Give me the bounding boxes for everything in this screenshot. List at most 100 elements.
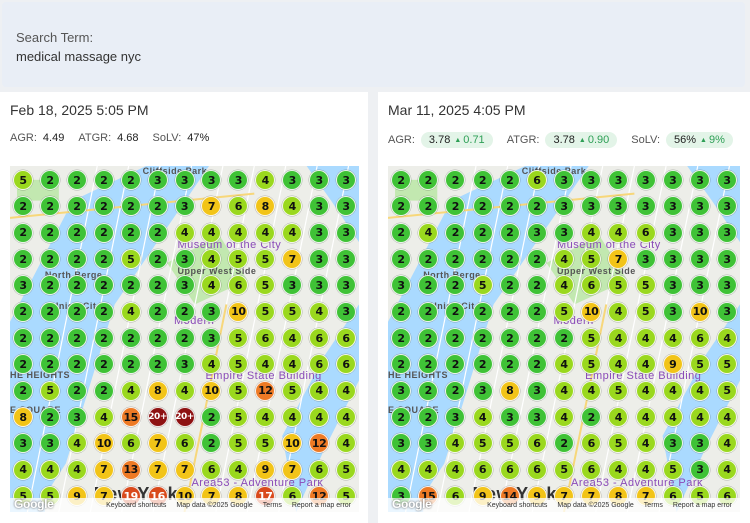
rank-pin[interactable]: 3 <box>662 170 683 190</box>
rank-pin[interactable]: 6 <box>526 459 547 480</box>
rank-pin[interactable]: 2 <box>13 222 33 243</box>
terms-link[interactable]: Terms <box>262 501 282 509</box>
rank-pin[interactable]: 2 <box>66 222 87 243</box>
rank-pin[interactable]: 3 <box>309 222 330 243</box>
rank-pin[interactable]: 5 <box>635 301 656 322</box>
rank-pin[interactable]: 8 <box>13 407 33 427</box>
rank-pin[interactable]: 4 <box>472 407 493 427</box>
rank-pin[interactable]: 2 <box>147 354 168 375</box>
rank-pin[interactable]: 6 <box>228 275 249 296</box>
rank-pin[interactable]: 6 <box>526 433 547 454</box>
rank-pin[interactable]: 2 <box>174 328 195 348</box>
rank-pin[interactable]: 5 <box>554 301 574 322</box>
rank-pin[interactable]: 7 <box>93 459 114 480</box>
rank-pin[interactable]: 7 <box>147 433 168 454</box>
rank-pin[interactable]: 4 <box>174 380 195 401</box>
rank-pin[interactable]: 4 <box>309 407 330 427</box>
rank-pin[interactable]: 7 <box>282 249 303 269</box>
rank-pin[interactable]: 4 <box>608 354 629 375</box>
rank-pin[interactable]: 3 <box>554 196 574 217</box>
rank-pin[interactable]: 2 <box>93 275 114 296</box>
rank-pin[interactable]: 2 <box>13 380 33 401</box>
rank-pin[interactable]: 4 <box>554 354 574 375</box>
rank-pin[interactable]: 6 <box>336 354 356 375</box>
rank-pin[interactable]: 4 <box>255 170 276 190</box>
rank-pin[interactable]: 5 <box>282 301 303 322</box>
rank-pin[interactable]: 2 <box>391 328 411 348</box>
rank-pin[interactable]: 2 <box>526 275 547 296</box>
rank-pin[interactable]: 5 <box>255 301 276 322</box>
rank-pin[interactable]: 6 <box>581 433 602 454</box>
rank-pin[interactable]: 4 <box>418 222 439 243</box>
report-map-error-link[interactable]: Report a map error <box>672 501 732 509</box>
rank-pin[interactable]: 3 <box>608 196 629 217</box>
terms-link[interactable]: Terms <box>643 501 663 509</box>
rank-pin[interactable]: 3 <box>391 275 411 296</box>
rank-pin[interactable]: 2 <box>445 222 466 243</box>
rank-pin[interactable]: 2 <box>66 301 87 322</box>
rank-pin[interactable]: 2 <box>13 328 33 348</box>
rank-pin[interactable]: 3 <box>554 170 574 190</box>
rank-pin[interactable]: 6 <box>174 433 195 454</box>
rank-pin[interactable]: 2 <box>120 354 141 375</box>
rank-pin[interactable]: 4 <box>635 380 656 401</box>
rank-pin[interactable]: 4 <box>336 407 356 427</box>
rank-pin[interactable]: 2 <box>418 354 439 375</box>
rank-pin[interactable]: 4 <box>120 301 141 322</box>
rank-pin[interactable]: 2 <box>499 249 520 269</box>
rank-pin[interactable]: 4 <box>717 459 737 480</box>
rank-pin[interactable]: 2 <box>391 170 411 190</box>
rank-pin[interactable]: 2 <box>120 196 141 217</box>
rank-pin[interactable]: 2 <box>39 249 60 269</box>
rank-pin[interactable]: 2 <box>391 301 411 322</box>
rank-pin[interactable]: 2 <box>93 328 114 348</box>
rank-pin[interactable]: 2 <box>66 249 87 269</box>
rank-pin[interactable]: 2 <box>499 328 520 348</box>
rank-pin[interactable]: 6 <box>309 459 330 480</box>
rank-pin[interactable]: 7 <box>147 459 168 480</box>
rank-pin[interactable]: 4 <box>608 459 629 480</box>
rank-grid-map[interactable]: Cliffside Park North Berge Union Cit Museum… <box>388 166 740 512</box>
rank-pin[interactable]: 4 <box>66 433 87 454</box>
rank-pin[interactable]: 4 <box>282 222 303 243</box>
rank-pin[interactable]: 4 <box>201 354 222 375</box>
rank-pin[interactable]: 3 <box>689 222 710 243</box>
rank-pin[interactable]: 3 <box>282 170 303 190</box>
rank-pin[interactable]: 2 <box>120 328 141 348</box>
rank-pin[interactable]: 3 <box>336 249 356 269</box>
rank-pin[interactable]: 9 <box>255 459 276 480</box>
rank-pin[interactable]: 3 <box>309 249 330 269</box>
rank-pin[interactable]: 10 <box>93 433 114 454</box>
rank-pin[interactable]: 5 <box>120 249 141 269</box>
rank-pin[interactable]: 4 <box>635 407 656 427</box>
rank-pin[interactable]: 6 <box>635 222 656 243</box>
rank-pin[interactable]: 5 <box>662 459 683 480</box>
rank-pin[interactable]: 6 <box>526 170 547 190</box>
rank-pin[interactable]: 5 <box>717 380 737 401</box>
rank-pin[interactable]: 5 <box>228 354 249 375</box>
rank-pin[interactable]: 3 <box>228 170 249 190</box>
rank-pin[interactable]: 9 <box>662 354 683 375</box>
rank-pin[interactable]: 6 <box>581 275 602 296</box>
rank-grid-map[interactable]: Cliffside Park North Berge Union Cit Museum… <box>10 166 359 512</box>
rank-pin[interactable]: 2 <box>66 380 87 401</box>
rank-pin[interactable]: 3 <box>336 275 356 296</box>
rank-pin[interactable]: 4 <box>554 275 574 296</box>
rank-pin[interactable]: 2 <box>472 222 493 243</box>
rank-pin[interactable]: 12 <box>255 380 276 401</box>
rank-pin[interactable]: 2 <box>391 407 411 427</box>
rank-pin[interactable]: 3 <box>445 407 466 427</box>
rank-pin[interactable]: 3 <box>309 170 330 190</box>
rank-pin[interactable]: 6 <box>499 459 520 480</box>
rank-pin[interactable]: 4 <box>201 222 222 243</box>
rank-pin[interactable]: 3 <box>336 196 356 217</box>
rank-pin[interactable]: 2 <box>147 301 168 322</box>
rank-pin[interactable]: 6 <box>336 328 356 348</box>
rank-pin[interactable]: 3 <box>635 170 656 190</box>
rank-pin[interactable]: 6 <box>228 196 249 217</box>
rank-pin[interactable]: 4 <box>717 407 737 427</box>
rank-pin[interactable]: 4 <box>39 459 60 480</box>
rank-pin[interactable]: 4 <box>309 301 330 322</box>
rank-pin[interactable]: 5 <box>635 275 656 296</box>
rank-pin[interactable]: 15 <box>120 407 141 427</box>
